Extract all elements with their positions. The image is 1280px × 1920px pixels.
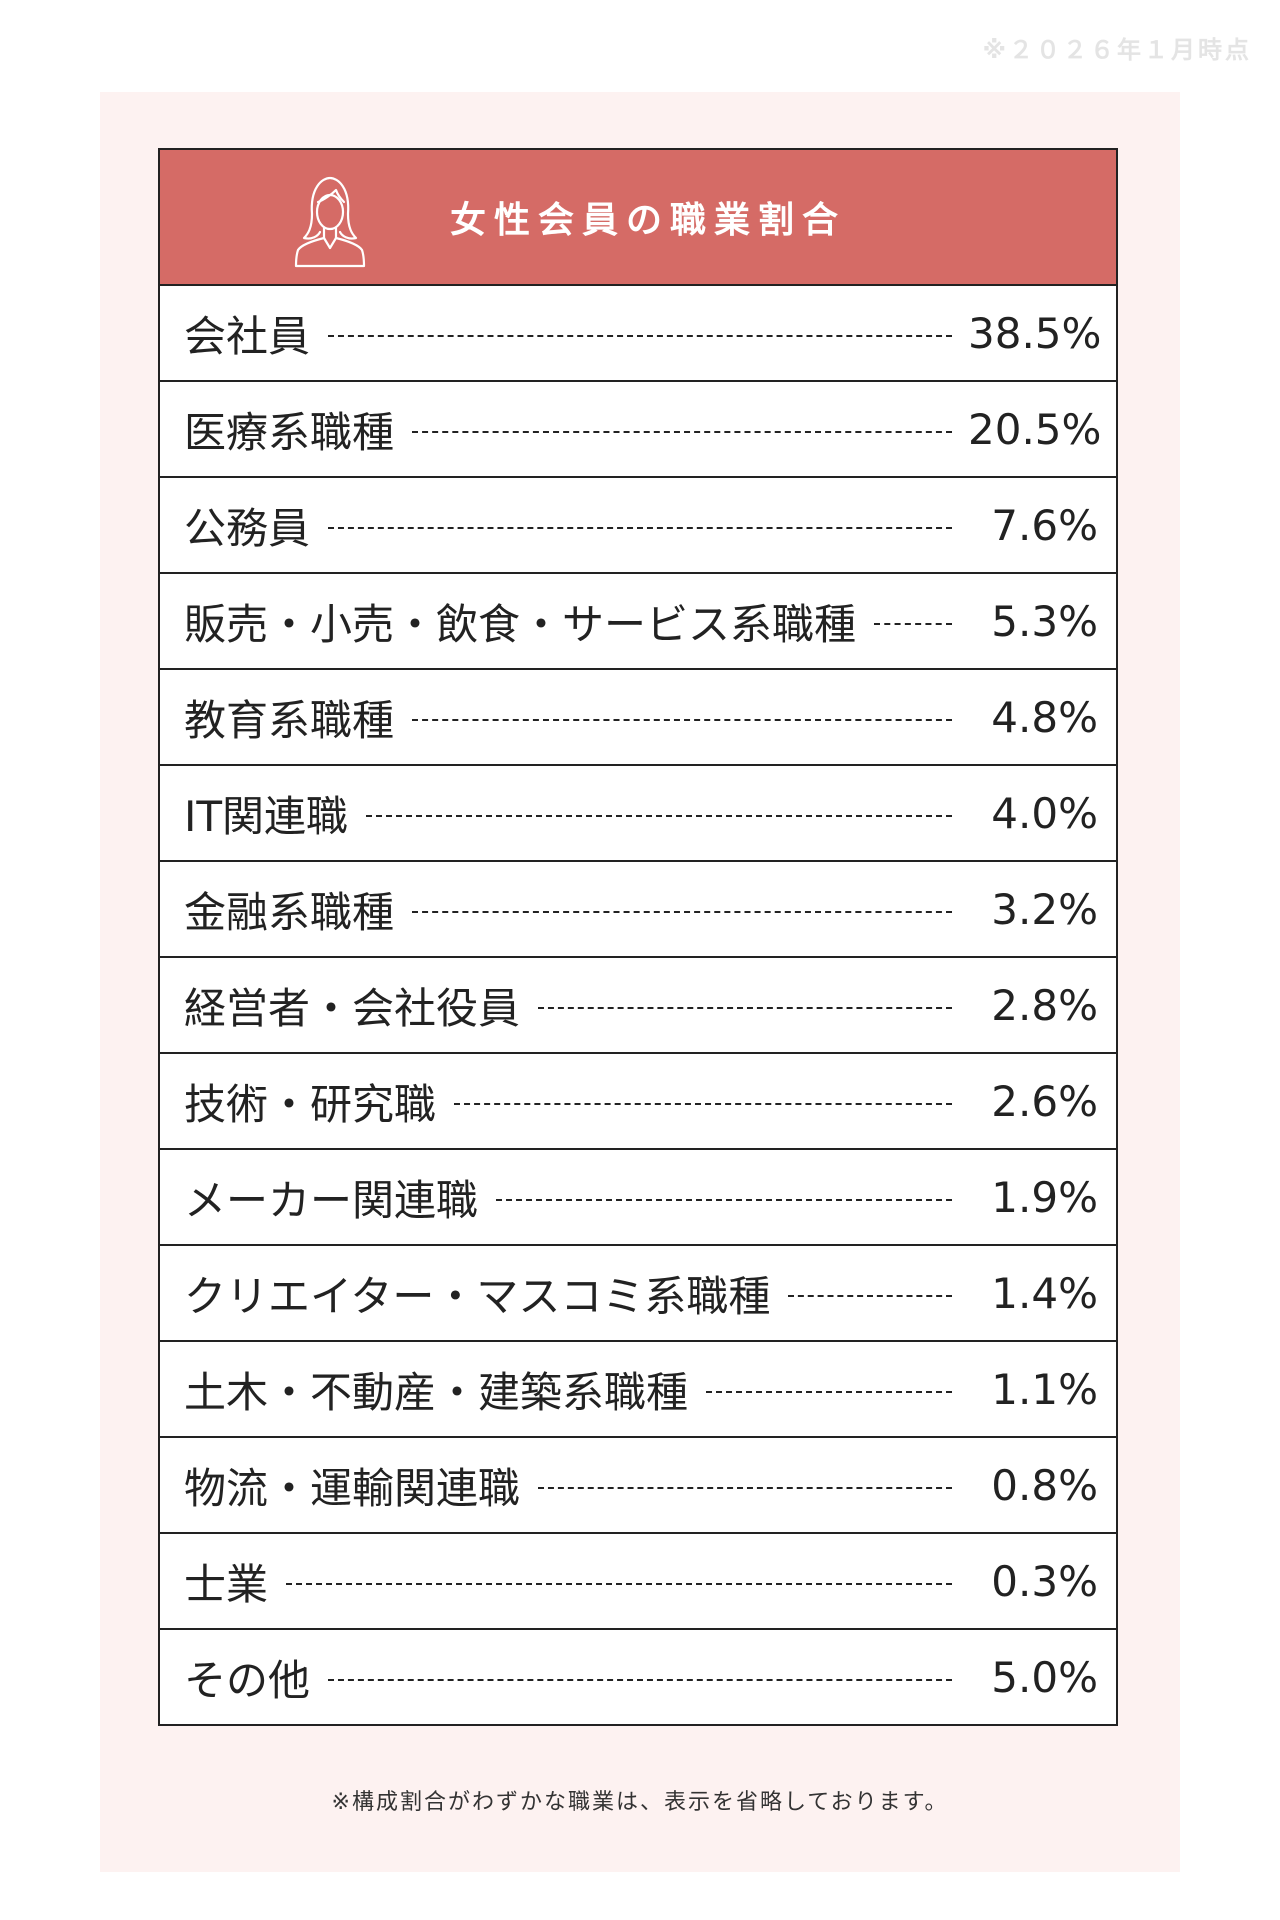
percentage-value: 1.4% (991, 1268, 1098, 1318)
percentage-value: 1.1% (991, 1364, 1098, 1414)
dotted-leader (328, 335, 952, 337)
table-row: 医療系職種 20.5% (160, 382, 1116, 478)
dotted-leader (366, 815, 952, 817)
table-row: 教育系職種 4.8% (160, 670, 1116, 766)
table-row: クリエイター・マスコミ系職種 1.4% (160, 1246, 1116, 1342)
percentage-value: 38.5% (968, 308, 1102, 358)
table-row: 士業 0.3% (160, 1534, 1116, 1630)
dotted-leader (538, 1007, 952, 1009)
percentage-value: 0.3% (991, 1556, 1098, 1606)
dotted-leader (706, 1391, 952, 1393)
occupation-label: 会社員 (184, 311, 311, 361)
dotted-leader (788, 1295, 952, 1297)
percentage-value: 7.6% (991, 500, 1098, 550)
dotted-leader (328, 527, 952, 529)
occupation-label: 医療系職種 (184, 407, 395, 457)
percentage-value: 4.0% (991, 788, 1098, 838)
table-row: 金融系職種 3.2% (160, 862, 1116, 958)
table-row: 販売・小売・飲食・サービス系職種 5.3% (160, 574, 1116, 670)
percentage-value: 2.8% (991, 980, 1098, 1030)
dotted-leader (412, 911, 952, 913)
occupation-label: 金融系職種 (184, 887, 395, 937)
occupation-label: IT関連職 (184, 791, 349, 841)
percentage-value: 3.2% (991, 884, 1098, 934)
dotted-leader (328, 1679, 952, 1681)
percentage-value: 0.8% (991, 1460, 1098, 1510)
percentage-value: 5.3% (991, 596, 1098, 646)
percentage-value: 1.9% (991, 1172, 1098, 1222)
dotted-leader (874, 623, 952, 625)
as-of-date: ※２０２６年１月時点 (982, 36, 1252, 64)
table-row: IT関連職 4.0% (160, 766, 1116, 862)
dotted-leader (454, 1103, 952, 1105)
table-row: 技術・研究職 2.6% (160, 1054, 1116, 1150)
occupation-table: 女性会員の職業割合 会社員 38.5% 医療系職種 20.5% 公務員 7.6% 販売… (158, 148, 1118, 1726)
percentage-value: 5.0% (991, 1652, 1098, 1702)
table-row: 経営者・会社役員 2.8% (160, 958, 1116, 1054)
table-title: 女性会員の職業割合 (449, 200, 846, 241)
dotted-leader (538, 1487, 952, 1489)
dotted-leader (286, 1583, 952, 1585)
dotted-leader (412, 719, 952, 721)
table-row: 公務員 7.6% (160, 478, 1116, 574)
woman-icon (294, 176, 366, 268)
occupation-label: 公務員 (184, 503, 311, 553)
occupation-label: メーカー関連職 (184, 1175, 479, 1225)
table-row: その他 5.0% (160, 1630, 1116, 1724)
table-row: 土木・不動産・建築系職種 1.1% (160, 1342, 1116, 1438)
table-row: 物流・運輸関連職 0.8% (160, 1438, 1116, 1534)
occupation-label: 教育系職種 (184, 695, 395, 745)
percentage-value: 20.5% (968, 404, 1102, 454)
dotted-leader (412, 431, 952, 433)
table-row: 会社員 38.5% (160, 286, 1116, 382)
occupation-label: 物流・運輸関連職 (184, 1463, 521, 1513)
percentage-value: 4.8% (991, 692, 1098, 742)
occupation-label: 経営者・会社役員 (184, 983, 521, 1033)
occupation-label: 土木・不動産・建築系職種 (184, 1367, 689, 1417)
table-header: 女性会員の職業割合 (160, 150, 1116, 286)
table-row: メーカー関連職 1.9% (160, 1150, 1116, 1246)
occupation-label: 士業 (184, 1559, 269, 1609)
footnote: ※構成割合がわずかな職業は、表示を省略しております。 (331, 1790, 949, 1815)
percentage-value: 2.6% (991, 1076, 1098, 1126)
occupation-label: 販売・小売・飲食・サービス系職種 (184, 599, 857, 649)
occupation-label: その他 (184, 1655, 311, 1705)
occupation-label: クリエイター・マスコミ系職種 (184, 1271, 771, 1321)
dotted-leader (496, 1199, 952, 1201)
occupation-label: 技術・研究職 (184, 1079, 437, 1129)
